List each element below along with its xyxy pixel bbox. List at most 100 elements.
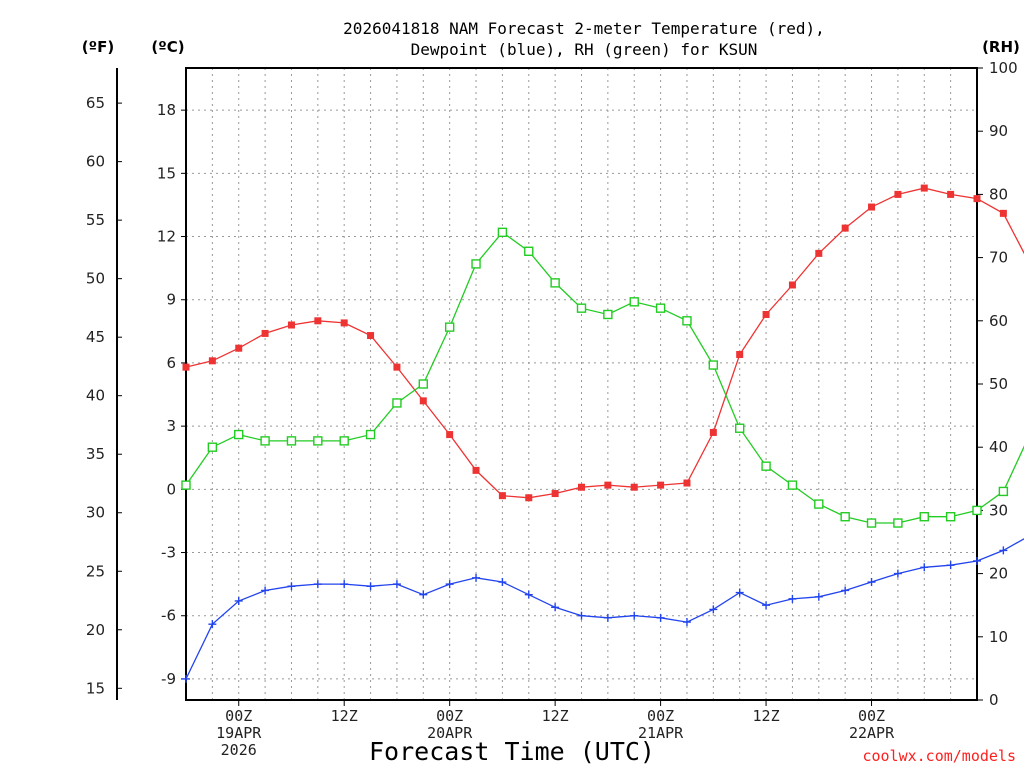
rh-axis: 0 10 20 30 40 50 60 70 80 90 100 [977,59,1018,709]
rh-tick-label: 90 [989,122,1008,140]
temperature-point [657,481,665,489]
fahrenheit-tick-label: 65 [86,94,105,112]
dewpoint-point [551,603,560,612]
dewpoint-point [920,563,929,572]
rh-point [814,499,824,509]
rh-tick-label: 80 [989,185,1008,203]
fahrenheit-tick-label: 15 [86,679,105,697]
temperature-point [314,317,322,325]
temperature-point [604,481,612,489]
rh-point [260,436,270,446]
temperature-point [630,483,638,491]
temperature-point [841,224,849,232]
fahrenheit-axis: 15 20 25 30 35 40 45 50 55 60 65 [86,94,122,697]
chart-title-line-2: Dewpoint (blue), RH (green) for KSUN [411,40,758,59]
rh-tick-label: 20 [989,565,1008,583]
fahrenheit-tick-label: 45 [86,328,105,346]
dewpoint-point [287,582,296,591]
rh-tick-label: 0 [989,691,999,709]
time-tick-label: 00Z [436,707,463,725]
temperature-point [920,184,928,192]
temperature-point [683,479,691,487]
rh-point [471,259,481,269]
dewpoint-point [867,578,876,587]
rh-point [629,297,639,307]
temperature-point [762,310,770,318]
rh-point [945,512,956,522]
dewpoint-point [762,601,771,610]
dewpoint-point [208,620,217,629]
time-tick-label: 21APR [638,724,684,742]
rh-tick-label: 30 [989,501,1008,519]
time-tick-label: 00Z [647,707,674,725]
rh-point [550,278,560,288]
temperature-point [551,490,559,498]
series-layer [181,184,1024,683]
celsius-tick-label: -6 [161,607,176,625]
rh-point [761,461,771,471]
dewpoint-point [709,605,718,614]
dewpoint-point [999,546,1008,555]
temperature-point [208,357,216,365]
dewpoint-point [682,618,691,627]
rh-point [893,518,903,528]
temperature-point [182,363,190,371]
fahrenheit-tick-label: 60 [86,153,105,171]
time-tick-label: 2026 [221,741,257,759]
celsius-unit-label: (ºC) [151,38,184,56]
celsius-tick-label: 15 [157,164,176,182]
dewpoint-point [340,580,349,589]
dewpoint-point [814,592,823,601]
temperature-point [894,190,902,198]
rh-point [655,303,666,313]
fahrenheit-tick-label: 50 [86,270,105,288]
temperature-point [815,249,823,257]
temperature-series [182,184,1024,502]
rh-point [866,518,877,528]
rh-series [181,227,1024,528]
time-tick-label: 00Z [225,707,252,725]
dewpoint-point [946,561,955,570]
temperature-point [788,281,796,289]
grid-lines [186,68,977,700]
temperature-point [367,332,375,340]
temperature-point [999,209,1007,217]
celsius-tick-label: 0 [166,480,176,498]
rh-tick-label: 40 [989,438,1008,456]
rh-point [603,309,613,320]
dewpoint-point [472,573,481,582]
time-tick-label: 00Z [858,707,885,725]
dewpoint-point [656,613,665,622]
celsius-tick-label: 3 [166,417,176,435]
rh-point [313,436,323,446]
rh-point [497,227,508,238]
time-tick-label: 22APR [849,724,895,742]
rh-point [339,436,349,446]
rh-point [919,512,929,522]
rh-point [735,423,745,433]
temperature-point [393,363,401,371]
rh-point [234,429,244,440]
rh-tick-label: 60 [989,312,1008,330]
credit-text: coolwx.com/models [862,747,1016,765]
celsius-tick-label: -3 [161,544,176,562]
temperature-point [472,466,480,474]
time-tick-label: 12Z [542,707,569,725]
rh-unit-label: (RH) [982,38,1020,56]
rh-point [682,316,692,326]
temperature-point [947,190,955,198]
x-axis-label: Forecast Time (UTC) [369,737,655,766]
dewpoint-point [603,613,612,622]
rh-point [840,512,850,522]
fahrenheit-tick-label: 35 [86,445,105,463]
dewpoint-point [261,586,270,595]
dewpoint-point [577,611,586,620]
time-tick-label: 12Z [331,707,358,725]
dewpoint-point [973,556,981,565]
dewpoint-point [366,582,375,591]
dewpoint-point [234,596,243,605]
plot-frame [185,67,978,701]
rh-tick-label: 100 [989,59,1018,77]
celsius-tick-label: 12 [157,228,176,246]
